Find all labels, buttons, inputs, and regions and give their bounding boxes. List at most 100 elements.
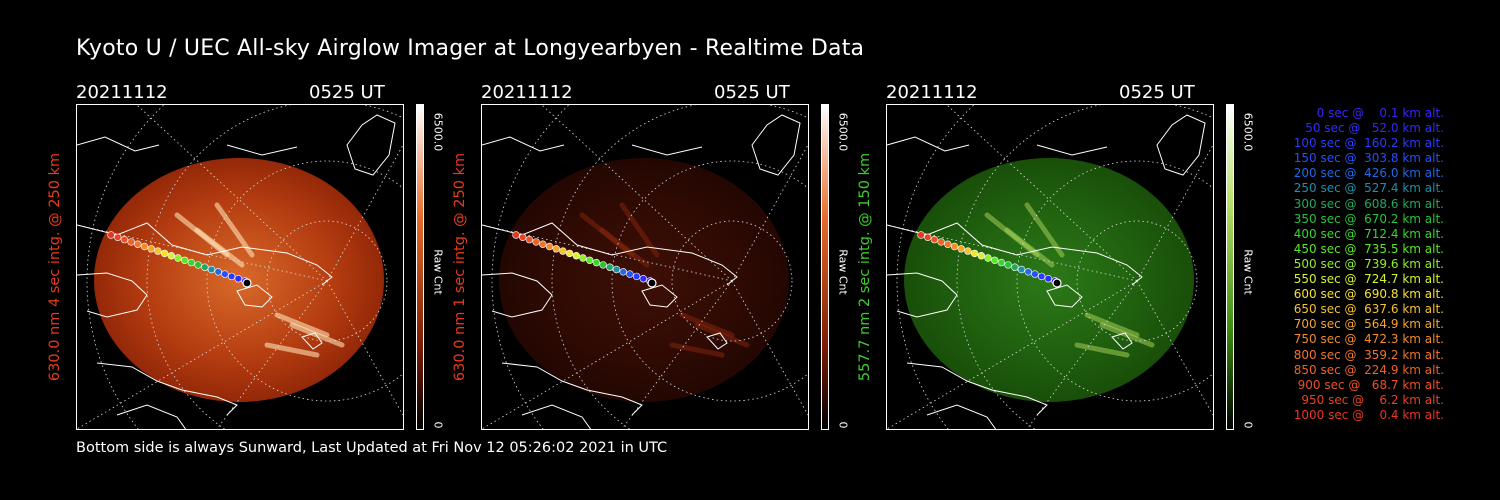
legend-row: 100 sec @ 160.2 km alt. [1289,136,1444,151]
page-title: Kyoto U / UEC All-sky Airglow Imager at … [76,36,865,61]
trajectory-point [174,254,182,262]
legend-row: 950 sec @ 6.2 km alt. [1297,392,1444,407]
trajectory-point [221,270,229,278]
panel-time: 0525 UT [1119,82,1195,103]
trajectory-point [559,247,567,255]
panel-time: 0525 UT [309,82,385,103]
trajectory-point [917,231,925,239]
legend-row: 800 sec @ 359.2 km alt. [1289,347,1444,362]
legend-row: 900 sec @ 68.7 km alt. [1293,377,1444,392]
legend-row: 50 sec @ 52.0 km alt. [1297,121,1444,136]
colorbar [416,104,424,430]
panel-time: 0525 UT [714,82,790,103]
trajectory-point [154,247,162,255]
trajectory-point [107,231,115,239]
trajectory-point [120,235,129,244]
panel-date: 20211112 [481,82,573,103]
colorbar-min: 0 [431,421,445,429]
trajectory-point [606,263,614,271]
panel-date: 20211112 [886,82,978,103]
trajectory-point [201,263,209,271]
trajectory-point [572,252,581,260]
colorbar [1226,104,1234,430]
trajectory-point [140,242,149,251]
legend-row: 1000 sec @ 0.4 km alt. [1293,407,1444,422]
legend-row: 0 sec @ 0.1 km alt. [1305,106,1444,120]
trajectory-point [977,252,986,260]
trajectory-point [167,252,176,260]
panel-ylabel: 630.0 nm 1 sec intg. @ 250 km [452,152,468,382]
trajectory-point [626,270,634,278]
trajectory-point [599,261,607,269]
allsky-image [886,104,1214,430]
colorbar-label: Raw Cnt [1241,249,1255,295]
trajectory-point [950,242,959,251]
trajectory-point [1037,272,1046,281]
trajectory-point [964,247,972,255]
legend-row: 850 sec @ 224.9 km alt. [1289,362,1444,377]
trajectory-point [194,261,202,269]
trajectory-point [207,265,216,274]
allsky-image [481,104,809,430]
legend-row: 600 sec @ 690.8 km alt. [1289,287,1444,302]
legend-row: 300 sec @ 608.6 km alt. [1289,196,1444,211]
trajectory-point [944,240,952,248]
colorbar-min: 0 [836,421,850,429]
trajectory-point [632,272,641,281]
colorbar-max: 6500.0 [836,112,850,152]
trajectory-point [234,275,243,283]
legend-row: 400 sec @ 712.4 km alt. [1289,226,1444,241]
legend-row: 650 sec @ 637.6 km alt. [1289,302,1444,317]
trajectory-point [1024,268,1032,276]
trajectory-point [532,238,540,246]
legend-row: 150 sec @ 303.8 km alt. [1289,151,1444,166]
legend-row: 750 sec @ 472.3 km alt. [1289,332,1444,347]
panel-date: 20211112 [76,82,168,103]
trajectory-point [134,240,142,248]
colorbar-label: Raw Cnt [836,249,850,295]
trajectory-point [1031,270,1039,278]
trajectory-point [1011,263,1019,271]
trajectory-point [187,258,196,267]
colorbar [821,104,829,430]
trajectory-point [552,245,560,253]
trajectory-point [592,258,601,267]
trajectory-point [227,272,236,281]
imager-panel-630-4sec: 20211112 0525 UT 630.0 nm 4 sec intg. @ … [47,82,488,430]
legend-row: 550 sec @ 724.7 km alt. [1289,272,1444,287]
trajectory-point [539,240,547,248]
trajectory-point [147,245,155,253]
colorbar-label: Raw Cnt [431,249,445,295]
trajectory-point [565,249,574,258]
trajectory-point [525,235,534,244]
trajectory-point [585,256,594,265]
trajectory-point [1044,275,1053,283]
trajectory-point [639,275,648,283]
colorbar-max: 6500.0 [1241,112,1255,152]
allsky-image [76,104,404,430]
trajectory-point [545,242,554,251]
imager-panel-630-1sec: 20211112 0525 UT 630.0 nm 1 sec intg. @ … [452,82,893,430]
legend-row: 350 sec @ 670.2 km alt. [1289,211,1444,226]
trajectory-point [619,268,627,276]
trajectory-point [612,265,621,274]
colorbar-max: 6500.0 [431,112,445,152]
trajectory-point [1004,261,1012,269]
trajectory-legend: 0 sec @ 0.1 km alt. 50 sec @ 52.0 km alt… [1262,106,1444,423]
trajectory-point [113,233,122,242]
legend-row: 250 sec @ 527.4 km alt. [1289,181,1444,196]
panel-ylabel: 557.7 nm 2 sec intg. @ 150 km [857,152,873,382]
trajectory-point [512,231,520,239]
legend-row: 700 sec @ 564.9 km alt. [1289,317,1444,332]
trajectory-point [180,256,189,265]
legend-row: 200 sec @ 426.0 km alt. [1289,166,1444,181]
trajectory-point [937,238,945,246]
trajectory-point [160,249,169,258]
trajectory-point [984,254,992,262]
trajectory-point [127,238,135,246]
trajectory-point [1017,265,1026,274]
colorbar-min: 0 [1241,421,1255,429]
trajectory-point [214,268,222,276]
panel-ylabel: 630.0 nm 4 sec intg. @ 250 km [47,152,63,382]
trajectory-point [923,233,932,242]
